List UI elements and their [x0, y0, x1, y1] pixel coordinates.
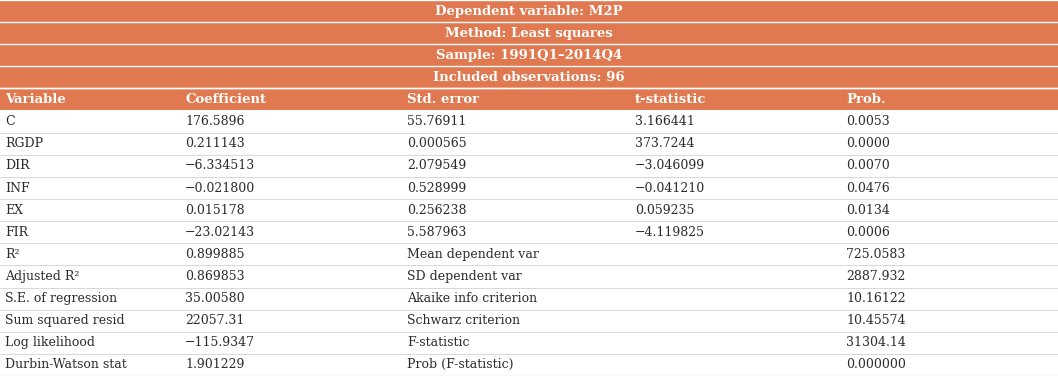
Text: 22057.31: 22057.31 [185, 314, 244, 327]
Text: −6.334513: −6.334513 [185, 159, 255, 172]
Text: Mean dependent var: Mean dependent var [407, 248, 540, 261]
Bar [0, 66, 1058, 88]
Text: 725.0583: 725.0583 [846, 248, 906, 261]
Text: −3.046099: −3.046099 [635, 159, 705, 172]
Bar [0, 88, 1058, 111]
Text: Coefficient: Coefficient [185, 93, 267, 106]
Text: 176.5896: 176.5896 [185, 115, 244, 128]
Text: 35.00580: 35.00580 [185, 292, 244, 305]
Text: RGDP: RGDP [5, 137, 43, 150]
Text: 3.166441: 3.166441 [635, 115, 695, 128]
Text: 10.16122: 10.16122 [846, 292, 906, 305]
Text: Schwarz criterion: Schwarz criterion [407, 314, 521, 327]
Bar [0, 288, 1058, 310]
Bar [0, 155, 1058, 177]
Bar [0, 22, 1058, 44]
Bar [0, 310, 1058, 332]
Text: 2887.932: 2887.932 [846, 270, 906, 283]
Text: Sum squared resid: Sum squared resid [5, 314, 125, 327]
Text: 0.0053: 0.0053 [846, 115, 890, 128]
Text: S.E. of regression: S.E. of regression [5, 292, 117, 305]
Text: 0.0476: 0.0476 [846, 182, 890, 194]
Text: 5.587963: 5.587963 [407, 226, 467, 239]
Bar [0, 243, 1058, 265]
Text: R²: R² [5, 248, 20, 261]
Bar [0, 265, 1058, 288]
Bar [0, 111, 1058, 133]
Text: Sample: 1991Q1–2014Q4: Sample: 1991Q1–2014Q4 [436, 49, 622, 62]
Bar [0, 199, 1058, 221]
Text: 0.0000: 0.0000 [846, 137, 890, 150]
Text: 0.211143: 0.211143 [185, 137, 244, 150]
Bar [0, 332, 1058, 354]
Text: SD dependent var: SD dependent var [407, 270, 522, 283]
Text: EX: EX [5, 204, 23, 217]
Bar [0, 0, 1058, 22]
Text: 0.0006: 0.0006 [846, 226, 890, 239]
Text: −4.119825: −4.119825 [635, 226, 705, 239]
Text: FIR: FIR [5, 226, 29, 239]
Text: Durbin-Watson stat: Durbin-Watson stat [5, 358, 127, 371]
Text: Included observations: 96: Included observations: 96 [433, 71, 625, 84]
Text: 31304.14: 31304.14 [846, 336, 907, 349]
Text: t-statistic: t-statistic [635, 93, 706, 106]
Text: Prob.: Prob. [846, 93, 887, 106]
Text: 0.015178: 0.015178 [185, 204, 244, 217]
Bar [0, 221, 1058, 243]
Text: Adjusted R²: Adjusted R² [5, 270, 79, 283]
Text: 0.528999: 0.528999 [407, 182, 467, 194]
Text: 0.000565: 0.000565 [407, 137, 467, 150]
Text: 2.079549: 2.079549 [407, 159, 467, 172]
Text: DIR: DIR [5, 159, 30, 172]
Text: F-statistic: F-statistic [407, 336, 470, 349]
Bar [0, 44, 1058, 66]
Text: C: C [5, 115, 15, 128]
Text: −0.041210: −0.041210 [635, 182, 705, 194]
Bar [0, 177, 1058, 199]
Text: −23.02143: −23.02143 [185, 226, 255, 239]
Text: 1.901229: 1.901229 [185, 358, 244, 371]
Text: 10.45574: 10.45574 [846, 314, 906, 327]
Text: Akaike info criterion: Akaike info criterion [407, 292, 537, 305]
Text: Log likelihood: Log likelihood [5, 336, 95, 349]
Text: 0.869853: 0.869853 [185, 270, 244, 283]
Text: 0.059235: 0.059235 [635, 204, 694, 217]
Text: Dependent variable: M2P: Dependent variable: M2P [435, 5, 623, 18]
Text: −115.9347: −115.9347 [185, 336, 255, 349]
Text: 373.7244: 373.7244 [635, 137, 694, 150]
Text: 0.0134: 0.0134 [846, 204, 890, 217]
Text: −0.021800: −0.021800 [185, 182, 255, 194]
Text: 0.899885: 0.899885 [185, 248, 244, 261]
Bar [0, 133, 1058, 155]
Text: 0.000000: 0.000000 [846, 358, 907, 371]
Bar [0, 354, 1058, 376]
Text: 0.0070: 0.0070 [846, 159, 890, 172]
Text: 55.76911: 55.76911 [407, 115, 467, 128]
Text: Method: Least squares: Method: Least squares [445, 27, 613, 40]
Text: INF: INF [5, 182, 30, 194]
Text: Std. error: Std. error [407, 93, 479, 106]
Text: Variable: Variable [5, 93, 66, 106]
Text: 0.256238: 0.256238 [407, 204, 467, 217]
Text: Prob (F-statistic): Prob (F-statistic) [407, 358, 514, 371]
